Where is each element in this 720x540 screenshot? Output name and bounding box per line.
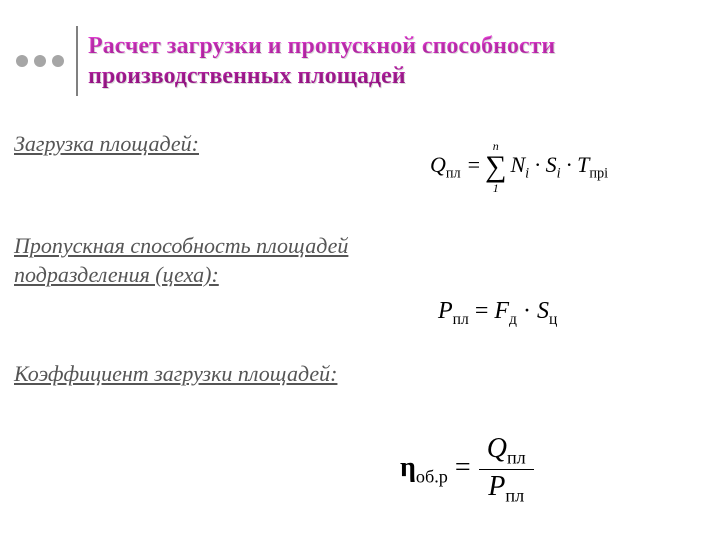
formula-coefficient: ηоб.р = Qпл Pпл	[400, 432, 534, 508]
dot-icon	[52, 55, 64, 67]
section-label-throughput: Пропускная способность площадей подразде…	[14, 232, 348, 289]
cdot: ·	[529, 152, 546, 177]
section-label-coefficient: Коэффициент загрузки площадей:	[14, 360, 337, 389]
sub-pri: прi	[589, 165, 608, 181]
fraction: Qпл Pпл	[479, 432, 534, 508]
sub-d: д	[509, 311, 517, 328]
cdot: ·	[561, 152, 578, 177]
var-S: S	[537, 298, 549, 324]
var-eta: η	[400, 452, 416, 483]
section-label-load: Загрузка площадей:	[14, 130, 199, 159]
sub-pl: пл	[505, 486, 524, 506]
var-P: P	[488, 471, 505, 502]
label-line-2: подразделения (цеха):	[14, 262, 219, 287]
sub-c: ц	[549, 311, 557, 328]
var-P: P	[438, 298, 453, 324]
formula-load: Qпл = n ∑ 1 Ni · Si · Tпрi	[430, 140, 608, 194]
label-line-1: Пропускная способность площадей	[14, 233, 348, 258]
cdot: ·	[517, 298, 537, 324]
dot-icon	[16, 55, 28, 67]
sigma-icon: ∑	[485, 152, 506, 182]
vertical-rule	[76, 26, 78, 96]
sub-obr: об.р	[416, 467, 448, 487]
slide-title: Расчет загрузки и пропускной способности…	[88, 31, 555, 91]
title-line-1: Расчет загрузки и пропускной способности	[88, 33, 555, 59]
eq-sign: =	[448, 452, 471, 483]
eq-sign: =	[461, 152, 481, 177]
var-N: N	[510, 152, 525, 177]
sub-pl: пл	[446, 165, 461, 181]
sub-pl: пл	[507, 448, 526, 468]
var-F: F	[494, 298, 509, 324]
var-S: S	[546, 152, 557, 177]
sigma-lower: 1	[493, 182, 499, 194]
title-line-2: производственных площадей	[88, 63, 406, 89]
dot-icon	[34, 55, 46, 67]
sub-pl: пл	[453, 311, 469, 328]
formula-throughput: Pпл = Fд · Sц	[438, 298, 557, 329]
bullet-dots	[16, 55, 64, 67]
slide-header: Расчет загрузки и пропускной способности…	[16, 26, 555, 96]
eq-sign: =	[469, 298, 495, 324]
var-T: T	[577, 152, 589, 177]
var-Q: Q	[430, 152, 446, 177]
var-Q: Q	[487, 433, 507, 464]
